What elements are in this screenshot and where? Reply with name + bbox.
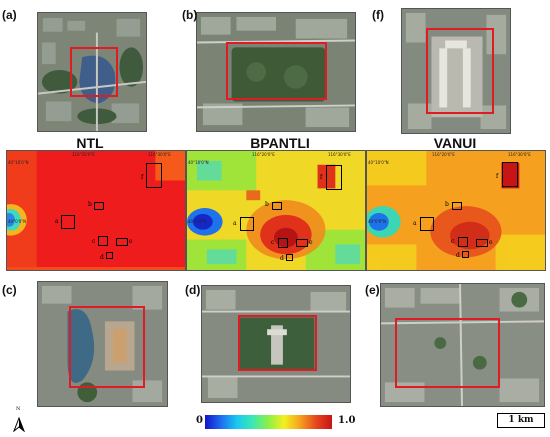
- north-label: N: [16, 406, 21, 412]
- ntl-lat-tick-2: 40°0'0"N: [8, 219, 27, 224]
- bpantli-roi-b-label: b: [265, 201, 269, 208]
- ntl-roi-a: [61, 215, 75, 229]
- vanui-roi-e: [476, 239, 488, 247]
- satellite-image-c: [37, 281, 168, 407]
- bpantli-roi-c: [278, 238, 288, 248]
- vanui-roi-a-label: a: [413, 220, 417, 227]
- satellite-image-a: [37, 12, 147, 132]
- focus-box-e: [395, 318, 500, 388]
- ntl-lat-tick-1: 40°10'0"N: [8, 160, 29, 165]
- bpantli-roi-c-label: c: [271, 239, 275, 246]
- ntl-roi-c: [98, 236, 108, 246]
- colorbar-min-label: 0: [196, 415, 203, 426]
- bpantli-roi-f: [326, 165, 342, 190]
- vanui-roi-b: [452, 202, 462, 210]
- bpantli-roi-a: [240, 217, 254, 231]
- vanui-roi-f-label: f: [496, 173, 499, 180]
- bpantli-roi-e-label: e: [309, 239, 313, 246]
- ntl-roi-b-label: b: [88, 201, 92, 208]
- bpantli-lon-tick-2: 116°30'0"E: [328, 152, 351, 157]
- scale-bar: 1 km: [497, 413, 545, 428]
- panel-label-e: (e): [365, 283, 380, 297]
- colorbar: [205, 415, 332, 429]
- vanui-roi-e-label: e: [489, 239, 493, 246]
- vanui-roi-c-label: c: [451, 238, 455, 245]
- ntl-roi-a-label: a: [55, 218, 59, 225]
- ntl-roi-e-label: e: [129, 238, 133, 245]
- focus-box-b: [226, 42, 327, 100]
- bpantli-roi-d: [286, 254, 293, 261]
- satellite-image-e: [380, 283, 545, 407]
- panel-label-c: (c): [2, 283, 17, 297]
- vanui-roi-c: [458, 237, 468, 247]
- ntl-roi-d: [106, 252, 113, 259]
- bpantli-map: [186, 150, 366, 271]
- panel-label-a: (a): [2, 8, 17, 22]
- vanui-roi-a: [420, 217, 434, 231]
- panel-label-b: (b): [182, 8, 198, 22]
- vanui-lon-tick-2: 116°30'0"E: [508, 152, 531, 157]
- vanui-roi-f: [502, 162, 518, 187]
- panel-label-f: (f): [372, 8, 384, 22]
- colorbar-max-label: 1.0: [338, 415, 356, 426]
- bpantli-lon-tick-1: 116°20'0"E: [252, 152, 275, 157]
- focus-box-a: [70, 47, 118, 97]
- bpantli-lat-tick-2: 40°0'0"N: [188, 219, 207, 224]
- focus-box-c: [69, 306, 145, 388]
- satellite-image-b: [196, 12, 356, 132]
- ntl-map: [6, 150, 186, 271]
- ntl-roi-f-label: f: [141, 174, 144, 181]
- panel-label-d: (d): [185, 283, 201, 297]
- vanui-roi-b-label: b: [445, 201, 449, 208]
- bpantli-roi-a-label: a: [233, 220, 237, 227]
- bpantli-roi-e: [296, 239, 308, 247]
- ntl-roi-c-label: c: [92, 238, 96, 245]
- vanui-lon-tick-1: 116°20'0"E: [432, 152, 455, 157]
- vanui-roi-d: [462, 251, 469, 258]
- ntl-roi-d-label: d: [100, 254, 104, 261]
- vanui-lat-tick-1: 40°10'0"N: [368, 160, 389, 165]
- map-title-bpantli: BPANTLI: [250, 135, 310, 151]
- ntl-roi-e: [116, 238, 128, 246]
- vanui-roi-d-label: d: [456, 252, 460, 259]
- ntl-lon-tick-1: 116°20'0"E: [72, 152, 95, 157]
- bpantli-roi-f-label: f: [320, 174, 323, 181]
- bpantli-roi-b: [272, 202, 282, 210]
- map-title-ntl: NTL: [76, 135, 104, 151]
- ntl-lon-tick-2: 116°30'0"E: [148, 152, 171, 157]
- satellite-image-d: [201, 285, 351, 403]
- focus-box-f: [426, 28, 494, 114]
- ntl-roi-f: [146, 163, 162, 188]
- bpantli-lat-tick-1: 40°10'0"N: [188, 160, 209, 165]
- north-arrow-icon: [12, 410, 26, 433]
- focus-box-d: [238, 315, 317, 371]
- vanui-lat-tick-2: 40°0'0"N: [368, 219, 387, 224]
- vanui-map: [366, 150, 546, 271]
- bpantli-roi-d-label: d: [280, 255, 284, 262]
- map-title-vanui: VANUI: [433, 135, 477, 151]
- ntl-roi-b: [94, 202, 104, 210]
